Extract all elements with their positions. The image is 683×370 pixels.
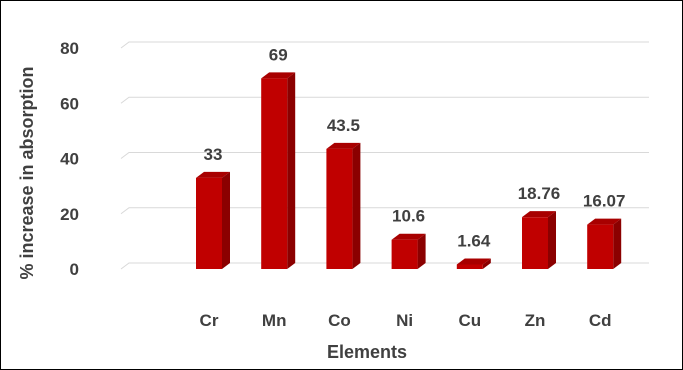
x-tick-label: Cd [589, 311, 612, 330]
bar-cr [196, 171, 230, 269]
y-tick-label: 40 [60, 150, 79, 169]
gridline [120, 41, 649, 49]
bar-co [326, 142, 361, 269]
bar-front-face [196, 177, 222, 269]
x-tick-label: Zn [525, 311, 546, 330]
x-axis-ticks: Cr Mn Co Ni Cu Zn Cd [200, 311, 612, 330]
gridline [120, 152, 649, 159]
x-tick-label: Cr [200, 311, 219, 330]
bar-side-face [222, 171, 230, 269]
bar-front-face [456, 264, 483, 269]
bar-front-face [261, 78, 288, 269]
y-axis-title: % increase in absorption [17, 66, 37, 279]
gridline [120, 207, 649, 215]
x-tick-label: Ni [396, 311, 413, 330]
x-axis-title: Elements [327, 342, 407, 362]
data-label: 18.76 [518, 184, 561, 203]
gridline [120, 96, 649, 104]
bar-front-face [326, 148, 353, 269]
bar-top-face [391, 233, 426, 240]
y-tick-label: 60 [60, 94, 79, 113]
x-tick-label: Co [328, 311, 351, 330]
data-label: 1.64 [457, 231, 491, 250]
data-label: 33 [204, 145, 223, 164]
bars [196, 72, 622, 269]
y-tick-label: 80 [60, 39, 79, 58]
y-axis-ticks: 0 20 40 60 80 [60, 39, 79, 279]
bar-side-face [352, 142, 361, 269]
bar-ni [391, 233, 426, 269]
y-tick-label: 20 [60, 205, 79, 224]
bar-side-face [287, 72, 296, 269]
bar-front-face [522, 217, 548, 269]
bar-cd [587, 218, 622, 269]
data-label: 10.6 [392, 207, 425, 226]
data-label: 16.07 [583, 192, 626, 211]
bar-side-face [613, 218, 622, 269]
bar-top-face [522, 211, 556, 218]
data-label: 69 [269, 45, 288, 64]
bar-top-face [261, 72, 296, 79]
bar-top-face [587, 218, 622, 225]
y-tick-label: 0 [70, 260, 79, 279]
bar-top-face [196, 171, 230, 178]
bar-top-face [326, 142, 361, 149]
data-label: 43.5 [327, 116, 360, 135]
bar-front-face [391, 239, 418, 269]
x-tick-label: Mn [262, 311, 287, 330]
data-labels: 33 69 43.5 10.6 1.64 18.76 16.07 [204, 45, 626, 250]
bar-side-face [417, 233, 426, 269]
bar-side-face [548, 211, 556, 269]
x-tick-label: Cu [458, 311, 481, 330]
bar-side-face [482, 258, 491, 269]
bar-front-face [587, 224, 614, 269]
bar-mn [261, 72, 296, 269]
bar-zn [522, 211, 556, 269]
bar-cu [456, 258, 491, 269]
bar-top-face [456, 258, 491, 265]
